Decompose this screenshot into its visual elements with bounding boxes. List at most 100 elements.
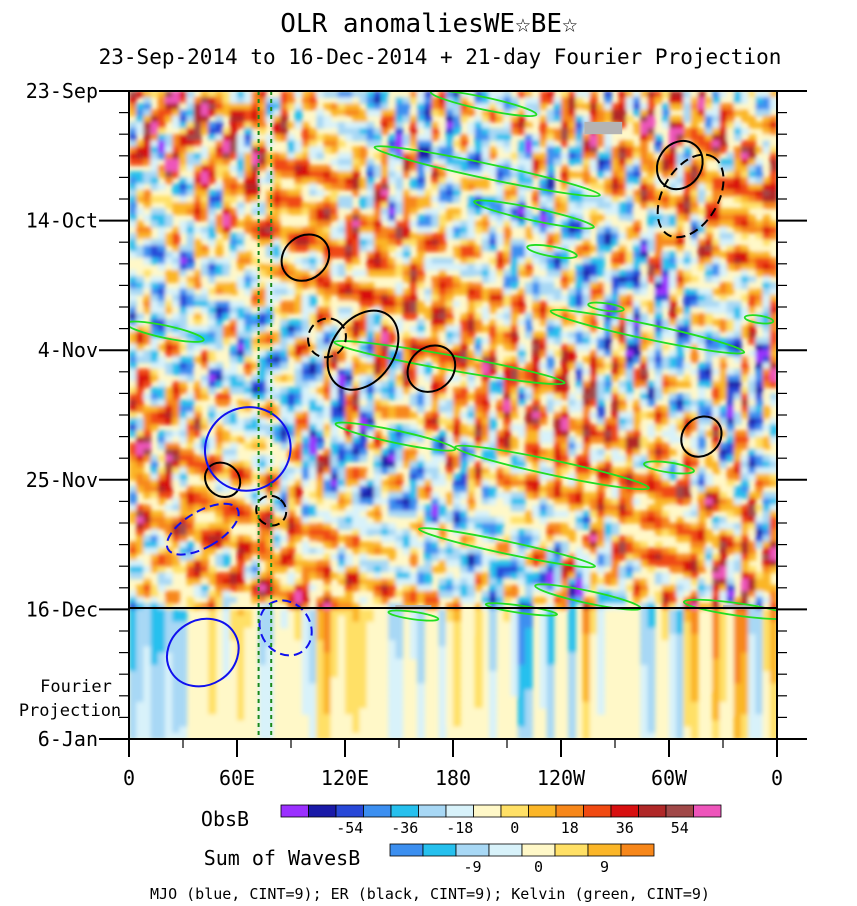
shade-cell (741, 257, 749, 265)
shade-cell (762, 115, 771, 123)
shade-cell (136, 313, 144, 320)
shade-cell (683, 331, 692, 339)
shade-cell (157, 239, 166, 246)
shade-cell (417, 492, 425, 499)
shade-cell (697, 418, 706, 425)
shade-cell (366, 300, 375, 308)
shade-cell (525, 226, 533, 234)
shade-cell (604, 152, 612, 160)
shade-cell (417, 442, 425, 450)
shade-cell (611, 294, 620, 302)
shade-cell (460, 97, 468, 104)
shade-cell (453, 103, 461, 111)
shade-cell (726, 282, 735, 290)
shade-cell (611, 282, 620, 290)
shade-cell (193, 319, 202, 327)
shade-cell (280, 393, 288, 401)
shade-cell (301, 171, 310, 178)
shade-cell (395, 269, 404, 277)
shade-cell (625, 269, 634, 277)
shade-cell (496, 442, 504, 450)
shade-cell (481, 498, 490, 506)
shade-cell (323, 479, 332, 487)
shade-cell (467, 331, 476, 339)
shade-cell (193, 140, 202, 148)
shade-cell (604, 344, 612, 351)
shade-cell (654, 165, 663, 172)
shade-cell (301, 134, 310, 141)
shade-cell (345, 152, 353, 160)
shade-cell (251, 399, 260, 407)
shade-cell (287, 405, 296, 413)
shade-cell (136, 158, 144, 166)
shade-cell (496, 411, 504, 419)
shade-cell (762, 381, 771, 388)
shade-cell (467, 319, 476, 327)
shade-cell (647, 362, 656, 370)
shade-cell (618, 97, 627, 104)
shade-cell (467, 300, 476, 308)
shade-cell (510, 473, 519, 481)
shade-cell (769, 467, 777, 475)
shade-cell (705, 195, 713, 203)
shade-cell (712, 263, 720, 271)
shade-cell (280, 430, 288, 438)
shade-cell (539, 307, 548, 314)
shade-cell (589, 337, 598, 345)
shade-cell (438, 97, 447, 104)
shade-cell (402, 226, 411, 234)
shade-cell (445, 103, 454, 111)
shade-cell (726, 331, 735, 339)
shade-cell (546, 461, 555, 469)
shade-cell (129, 91, 137, 98)
shade-cell (237, 374, 245, 382)
shade-cell (251, 165, 260, 172)
shade-cell (381, 461, 389, 469)
shade-cell (258, 128, 267, 135)
shade-cell (438, 313, 447, 320)
shade-cell (330, 189, 339, 197)
shade-cell (561, 387, 569, 394)
shade-cell (179, 245, 188, 253)
shade-cell (129, 455, 137, 462)
shade-cell (755, 245, 764, 253)
shade-cell (172, 418, 180, 425)
shade-cell (503, 393, 512, 401)
shade-cell (618, 356, 627, 364)
shade-cell (273, 183, 281, 191)
shade-cell (568, 393, 576, 401)
shade-cell (690, 239, 699, 246)
shade-cell (690, 263, 699, 271)
shade-cell (489, 442, 497, 450)
shade-cell (186, 467, 195, 475)
shade-cell (546, 171, 555, 178)
shade-cell (690, 282, 699, 290)
shade-cell (453, 115, 461, 123)
shade-cell (150, 424, 159, 432)
shade-cell (265, 307, 274, 314)
shade-cell (431, 109, 440, 117)
shade-cell (345, 319, 353, 327)
shade-cell (438, 479, 447, 487)
shade-cell (258, 418, 267, 425)
shade-cell (352, 288, 360, 296)
shade-cell (395, 288, 404, 296)
shade-cell (172, 467, 180, 475)
shade-cell (460, 313, 468, 320)
shade-cell (561, 257, 569, 265)
shade-cell (546, 165, 555, 172)
shade-cell (136, 485, 144, 493)
shade-cell (690, 195, 699, 203)
shade-cell (625, 467, 634, 475)
shade-cell (661, 350, 670, 357)
shade-cell (741, 214, 749, 222)
shade-cell (136, 245, 144, 253)
shade-cell (633, 473, 641, 481)
shade-cell (553, 239, 562, 246)
shade-cell (208, 128, 216, 135)
shade-cell (222, 473, 231, 481)
shade-cell (553, 461, 562, 469)
shade-cell (280, 232, 288, 240)
shade-cell (582, 103, 591, 111)
shade-cell (568, 344, 576, 351)
